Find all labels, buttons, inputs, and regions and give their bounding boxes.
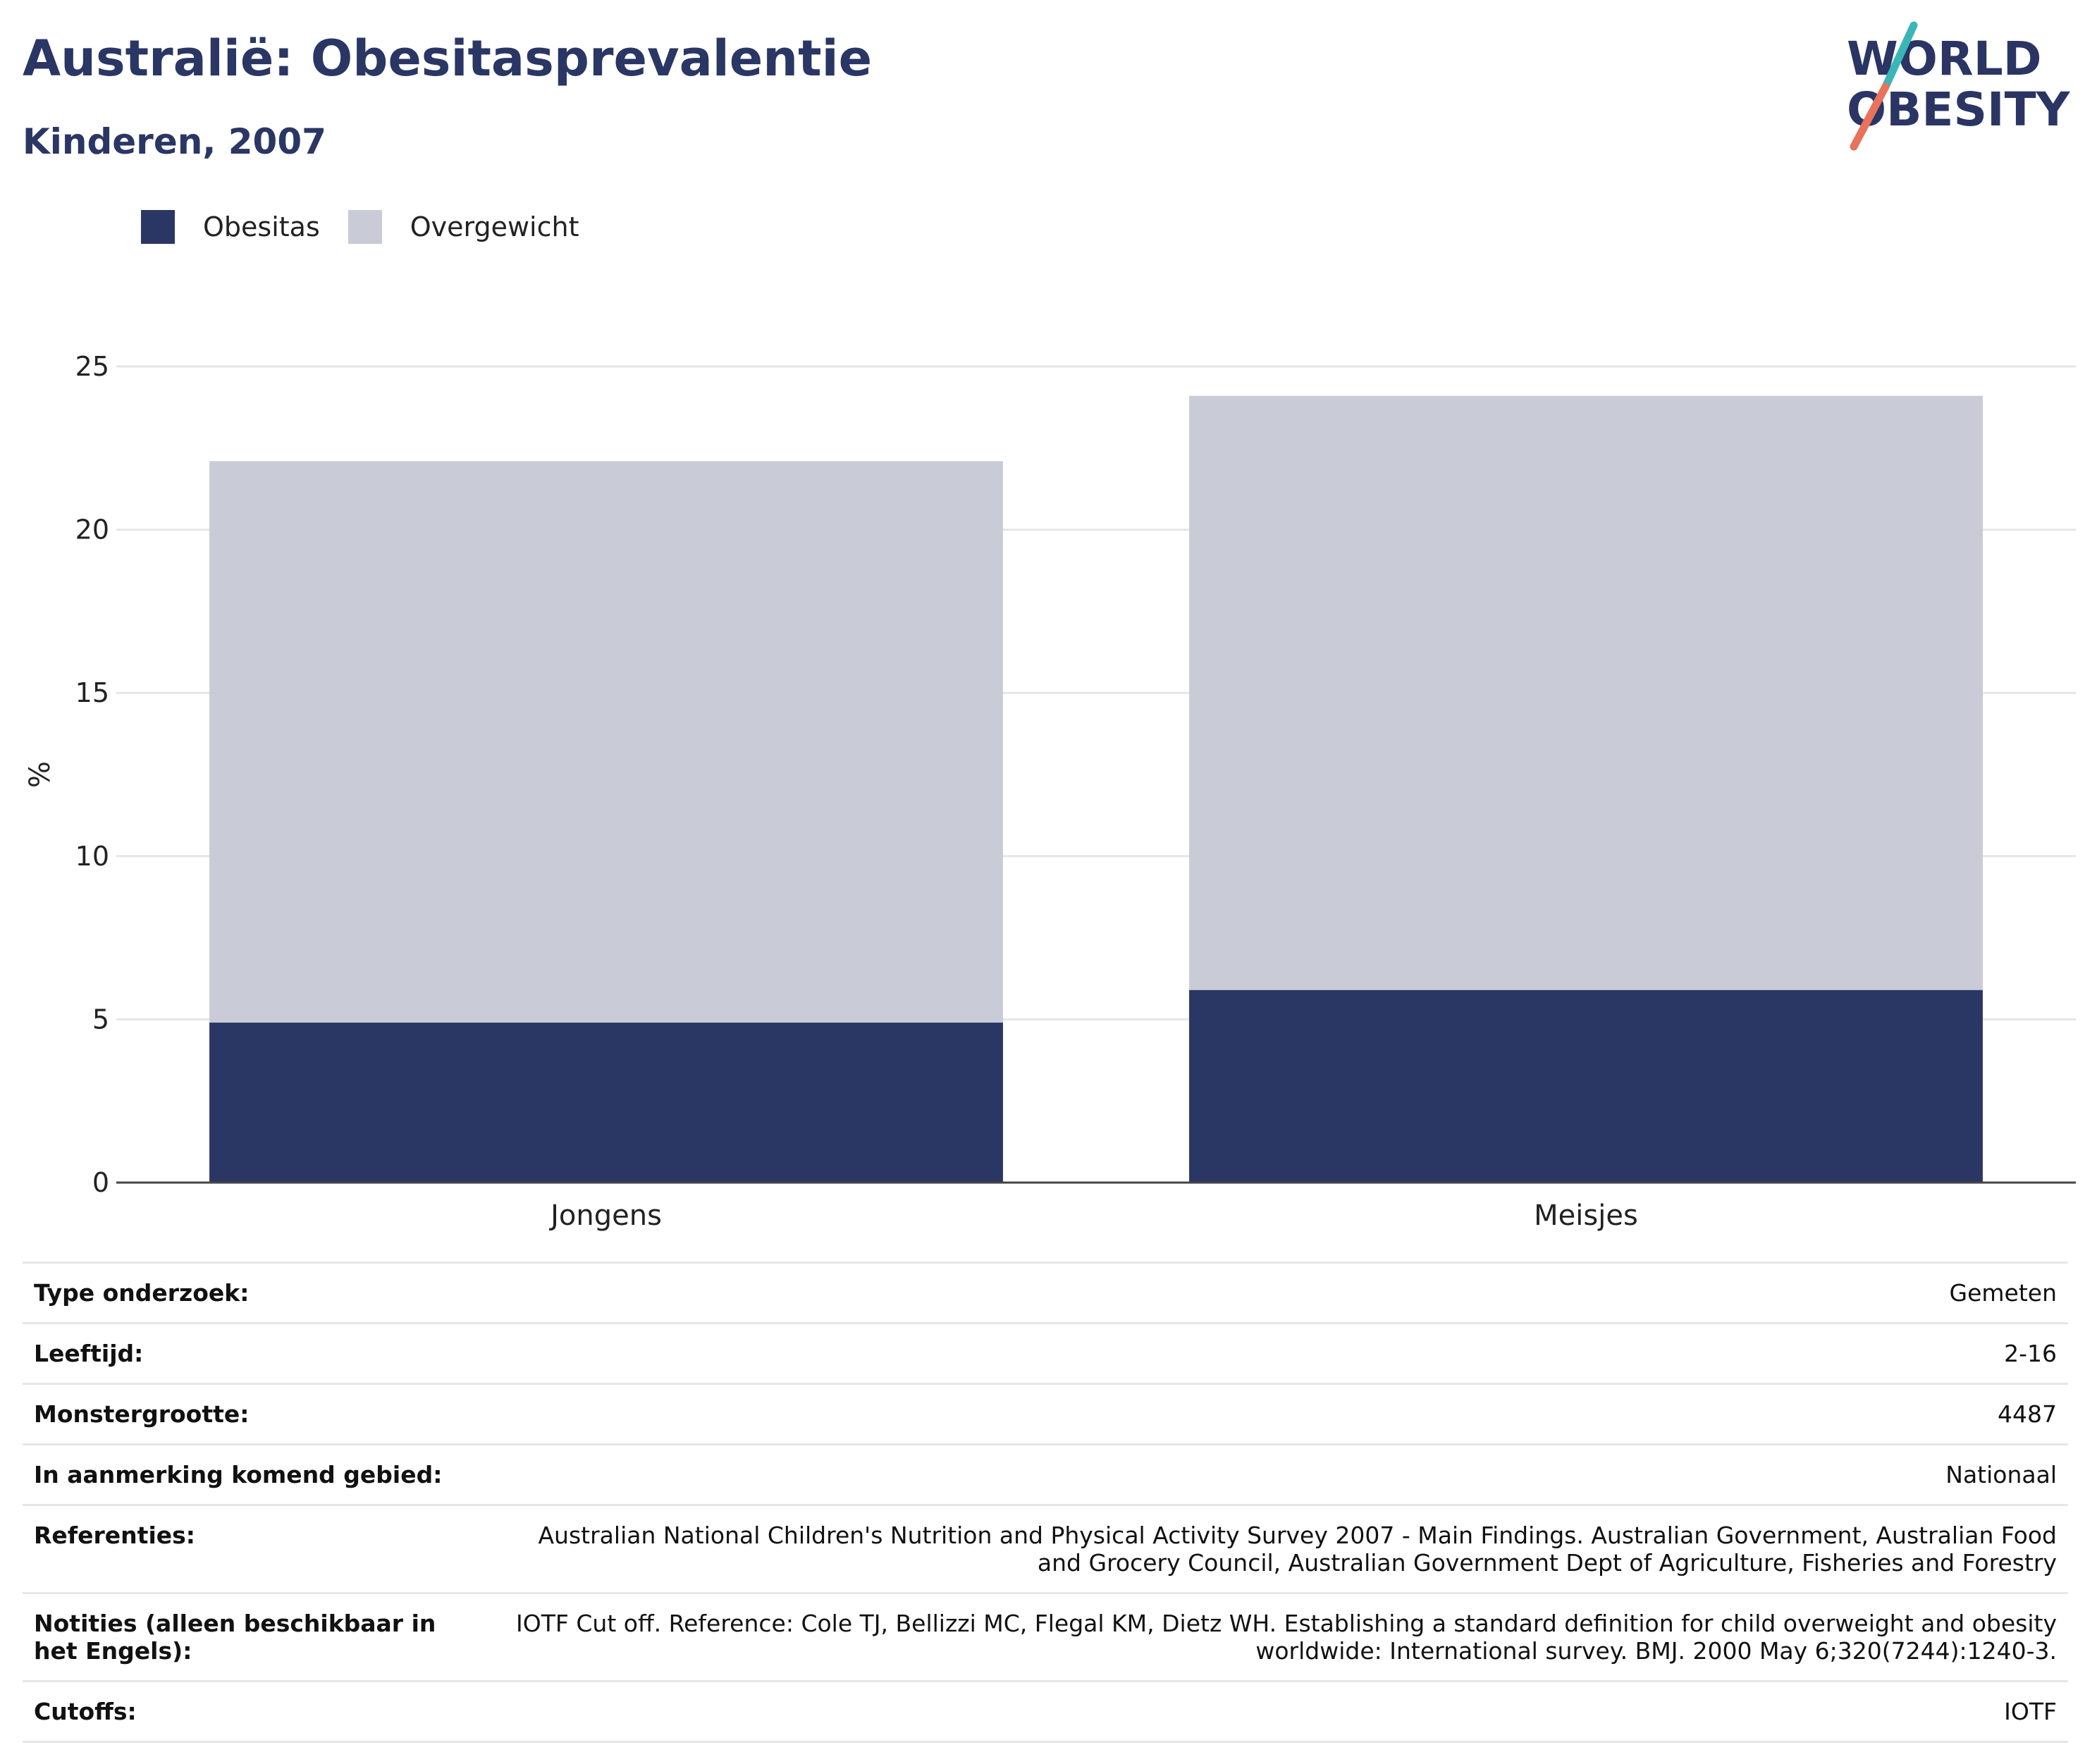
bar-obesitas-jongens [209,1023,1003,1183]
info-label: Notities (alleen beschikbaar in het Enge… [34,1610,436,1665]
y-tick-label: 25 [75,351,109,382]
logo-slash-bottom [1850,82,1890,151]
legend-swatch-obesitas [141,210,175,244]
stacked-bar-chart: 0 5 10 15 20 25 Jongens Meisjes% [24,351,2076,1232]
legend-swatch-overgewicht [348,210,382,244]
info-label: Monstergrootte: [34,1400,250,1428]
bar-obesitas-meisjes [1189,989,1983,1183]
bar-overgewicht-meisjes [1189,395,1983,990]
chart-legend: Obesitas Overgewicht [141,210,608,244]
world-obesity-logo: WORLD OBESITY [1847,21,2071,151]
info-label: In aanmerking komend gebied: [34,1461,443,1488]
logo-slash-top [1881,21,1918,91]
info-value: IOTF [2004,1698,2057,1725]
legend-label-overgewicht: Overgewicht [410,211,579,242]
info-row-age: Leeftijd: 2-16 [23,1322,2068,1383]
info-value: 4487 [1998,1400,2057,1428]
legend-item-obesitas[interactable]: Obesitas [141,210,320,244]
logo-line1: WORLD [1847,32,2042,86]
info-value: Gemeten [1949,1279,2057,1307]
info-row-sample-size: Monstergrootte: 4487 [23,1383,2068,1443]
info-row-references: Referenties: Australian National Childre… [23,1504,2068,1592]
legend-item-overgewicht[interactable]: Overgewicht [348,210,579,244]
info-value: Nationaal [1945,1461,2057,1488]
info-label: Leeftijd: [34,1340,144,1367]
y-tick-label: 20 [75,514,109,545]
page-subtitle: Kinderen, 2007 [23,121,326,162]
y-tick-label: 15 [75,677,109,708]
survey-info-table: Type onderzoek: Gemeten Leeftijd: 2-16 M… [23,1262,2068,1743]
y-tick-label: 5 [92,1004,109,1035]
info-label: Cutoffs: [34,1698,137,1725]
info-row-cutoffs: Cutoffs: IOTF [23,1680,2068,1743]
info-row-area: In aanmerking komend gebied: Nationaal [23,1443,2068,1504]
info-value: 2-16 [2004,1340,2057,1367]
bar-overgewicht-jongens [209,461,1003,1023]
info-row-type: Type onderzoek: Gemeten [23,1262,2068,1322]
legend-label-obesitas: Obesitas [203,211,320,242]
x-tick-label: Jongens [548,1199,662,1232]
y-tick-label: 10 [75,841,109,872]
info-row-notes: Notities (alleen beschikbaar in het Enge… [23,1592,2068,1680]
page-title: Australië: Obesitasprevalentie [23,30,873,87]
info-value: Australian National Children's Nutrition… [538,1522,2057,1577]
y-axis-label: % [24,761,56,788]
info-label: Referenties: [34,1522,195,1549]
info-value: IOTF Cut off. Reference: Cole TJ, Belliz… [516,1610,2057,1665]
info-label: Type onderzoek: [34,1279,250,1307]
y-tick-label: 0 [92,1167,109,1198]
x-tick-label: Meisjes [1534,1199,1638,1232]
